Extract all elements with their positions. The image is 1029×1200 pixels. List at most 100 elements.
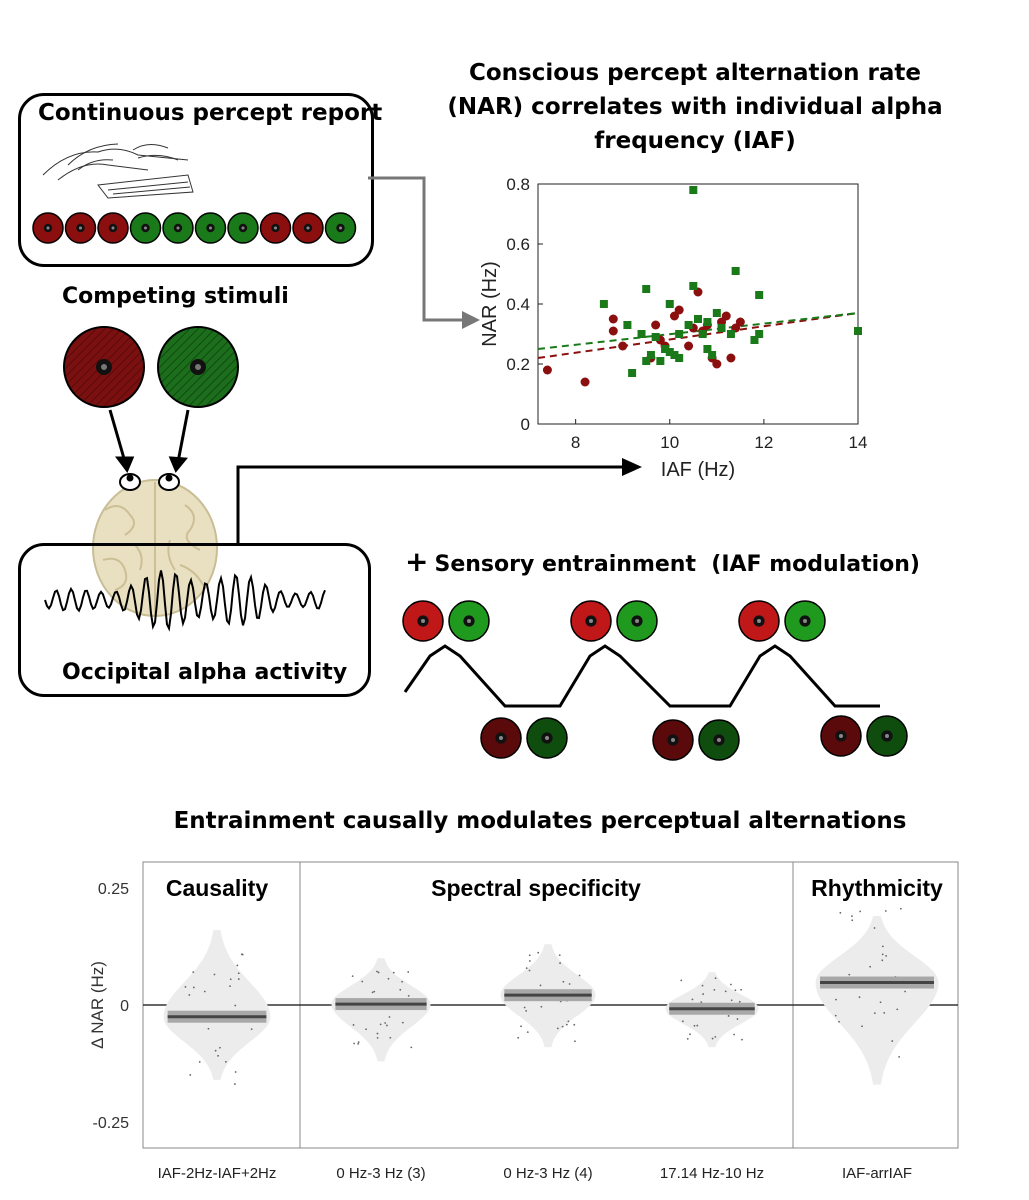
point-green bbox=[637, 330, 646, 338]
violin-4 bbox=[815, 907, 939, 1085]
entrain-darkred-disc bbox=[480, 717, 522, 759]
point-red bbox=[735, 317, 745, 327]
point-green bbox=[689, 186, 698, 194]
point-green bbox=[755, 330, 764, 338]
scatter-ylabel: NAR (Hz) bbox=[479, 261, 501, 347]
point-green bbox=[651, 333, 660, 341]
point-red bbox=[618, 341, 628, 351]
point-red bbox=[726, 353, 736, 363]
entrainment-wave bbox=[403, 644, 880, 708]
point-green bbox=[656, 357, 665, 365]
point-green bbox=[712, 309, 721, 317]
occipital-box bbox=[18, 543, 371, 697]
red-stimulus-icon bbox=[63, 326, 145, 408]
brain-illustration bbox=[92, 473, 218, 617]
entrainment-plus: + bbox=[405, 545, 429, 578]
point-red bbox=[542, 365, 552, 375]
violin-title: Entrainment causally modulates perceptua… bbox=[173, 808, 907, 834]
point-green bbox=[684, 321, 693, 329]
x-tick-label: 12 bbox=[754, 433, 773, 452]
violin-3 bbox=[665, 972, 759, 1048]
point-green bbox=[628, 369, 637, 377]
entrain-green-disc bbox=[448, 600, 490, 642]
sequence-disc-red bbox=[292, 212, 324, 244]
violin-x-label: 0 Hz-3 Hz (4) bbox=[503, 1165, 592, 1182]
violin-x-label: IAF-arrIAF bbox=[842, 1165, 912, 1182]
violin-1 bbox=[331, 958, 431, 1062]
sequence-disc-red bbox=[64, 212, 97, 244]
section-title: Spectral specificity bbox=[431, 875, 641, 901]
point-green bbox=[726, 330, 735, 338]
report-to-scatter-arrow bbox=[368, 176, 480, 329]
entrainment-label: Sensory entrainment (IAF modulation) bbox=[434, 552, 920, 577]
eyes-icon bbox=[119, 473, 180, 491]
scatter-xlabel: IAF (Hz) bbox=[661, 459, 735, 481]
entrain-darkred-disc bbox=[652, 719, 694, 761]
keyboard-hands-icon bbox=[42, 143, 194, 199]
entrain-green-disc bbox=[784, 600, 826, 642]
entrain-red-disc bbox=[738, 600, 780, 642]
point-green bbox=[646, 351, 655, 359]
point-green bbox=[661, 345, 670, 353]
entrain-red-disc bbox=[570, 600, 612, 642]
violin-x-label: 0 Hz-3 Hz (3) bbox=[336, 1165, 425, 1182]
violin-2 bbox=[500, 944, 596, 1048]
competing-stimuli-figure bbox=[63, 326, 239, 473]
trend-line-red bbox=[537, 312, 859, 359]
point-red bbox=[651, 320, 661, 330]
violin-y-tick: -0.25 bbox=[93, 1115, 130, 1132]
y-tick-label: 0.4 bbox=[506, 295, 530, 314]
percept-report-title: Continuous percept report bbox=[38, 100, 383, 126]
scatter-frame bbox=[537, 183, 859, 425]
entrain-green-disc bbox=[616, 600, 658, 642]
sequence-disc-green bbox=[129, 212, 162, 244]
section-title: Causality bbox=[166, 875, 268, 901]
point-green bbox=[642, 357, 651, 365]
violin-y-tick: 0 bbox=[120, 998, 129, 1015]
sequence-disc-red bbox=[97, 212, 129, 244]
point-green bbox=[750, 336, 759, 344]
y-tick-label: 0.6 bbox=[506, 235, 530, 254]
violin-x-label: 17.14 Hz-10 Hz bbox=[660, 1165, 764, 1182]
eye-arrows bbox=[108, 409, 190, 473]
point-green bbox=[755, 291, 764, 299]
point-green bbox=[717, 324, 726, 332]
sequence-disc-green bbox=[194, 212, 227, 244]
point-green bbox=[689, 282, 698, 290]
point-green bbox=[698, 330, 707, 338]
point-green bbox=[675, 354, 684, 362]
point-green bbox=[642, 285, 651, 293]
point-red bbox=[684, 341, 694, 351]
sequence-disc-green bbox=[324, 212, 357, 244]
y-tick-label: 0 bbox=[521, 415, 530, 434]
violin-0 bbox=[163, 930, 271, 1085]
point-green bbox=[703, 318, 712, 326]
entrain-darkgreen-disc bbox=[866, 715, 908, 757]
point-green bbox=[731, 267, 740, 275]
green-stimulus-icon bbox=[157, 326, 239, 408]
point-red bbox=[721, 311, 731, 321]
alpha-wave bbox=[44, 570, 326, 632]
scatter-title-line-3: frequency (IAF) bbox=[594, 128, 796, 154]
alpha-to-iaf-arrow bbox=[236, 458, 642, 543]
point-red bbox=[674, 305, 684, 315]
point-red bbox=[580, 377, 590, 387]
x-tick-label: 10 bbox=[660, 433, 679, 452]
entrainment-title: + Sensory entrainment (IAF modulation) bbox=[405, 545, 920, 578]
sequence-disc-green bbox=[162, 212, 194, 244]
point-red bbox=[712, 359, 722, 369]
entrainment-diagram bbox=[402, 600, 908, 761]
point-green bbox=[694, 315, 702, 323]
scatter-title: Conscious percept alternation rate (NAR)… bbox=[445, 56, 945, 158]
percept-sequence bbox=[32, 211, 362, 245]
connector-arrows bbox=[236, 176, 642, 543]
entrain-darkgreen-disc bbox=[698, 719, 740, 761]
point-green bbox=[708, 351, 717, 359]
entrain-red-disc bbox=[402, 600, 444, 642]
violin-x-label: IAF-2Hz-IAF+2Hz bbox=[158, 1165, 277, 1182]
point-green bbox=[854, 327, 862, 335]
sequence-disc-green bbox=[227, 212, 259, 244]
violin-plot: 0.25 0 -0.25 Δ NAR (Hz) Causality Spectral sp… bbox=[88, 861, 959, 1182]
point-red bbox=[608, 314, 618, 324]
entrain-darkred-disc bbox=[820, 715, 862, 757]
